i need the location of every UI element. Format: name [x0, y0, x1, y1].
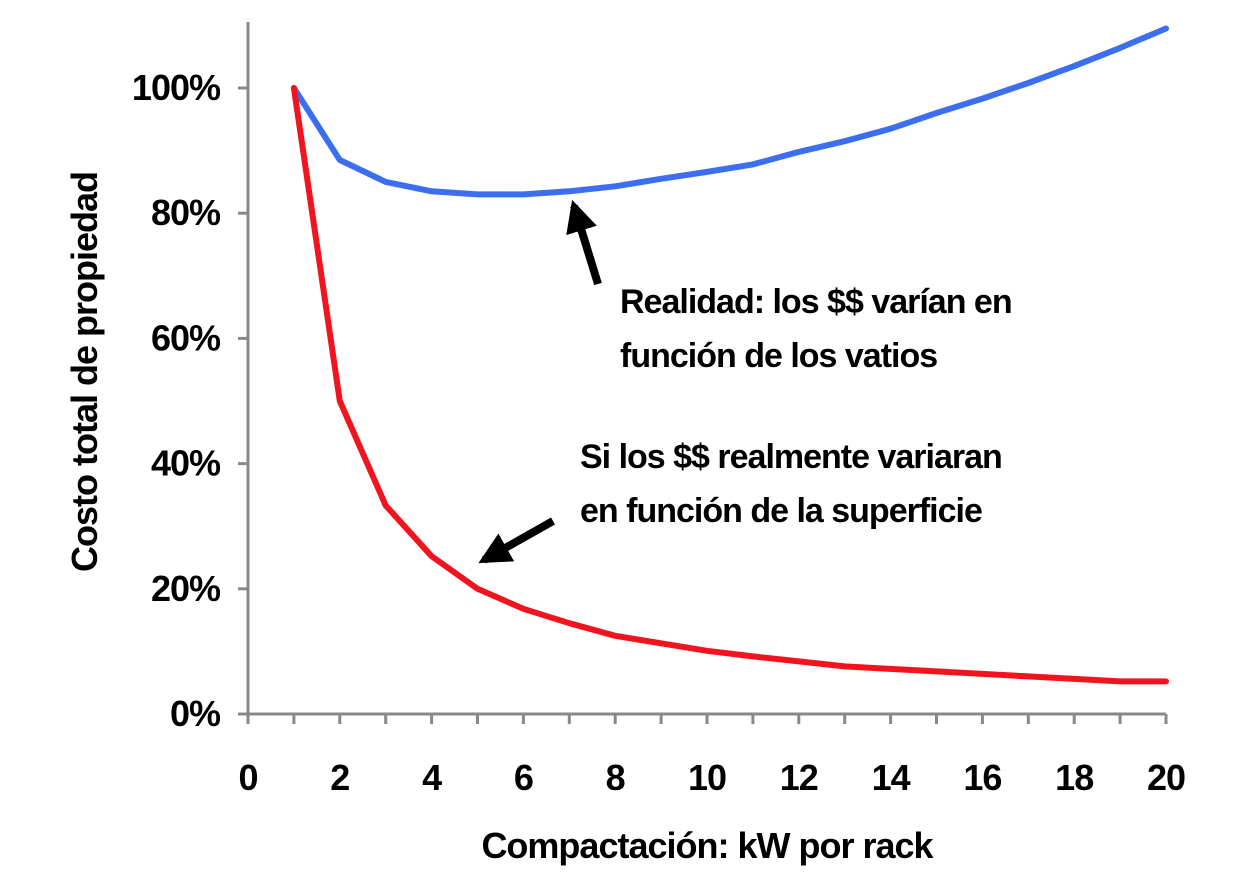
x-tick-label: 12: [780, 757, 818, 798]
y-tick-label: 100%: [132, 67, 221, 108]
y-axis-title: Costo total de propiedad: [64, 172, 105, 572]
y-tick-label: 80%: [151, 192, 221, 233]
y-axis-ticks: 0% 20% 40% 60% 80% 100%: [132, 67, 248, 734]
axes: 0% 20% 40% 60% 80% 100% 0 2 4 6 8 10 12 14 16 18 20: [132, 22, 1186, 798]
x-tick-label: 10: [688, 757, 726, 798]
annotation-realidad-line-2: función de los vatios: [620, 337, 937, 375]
annotation-superficie: Si los $$ realmente variaran en función …: [478, 438, 1003, 564]
x-tick-label: 2: [330, 757, 349, 798]
x-tick-label: 0: [238, 757, 257, 798]
x-tick-label: 6: [514, 757, 533, 798]
x-axis-title: Compactación: kW por rack: [481, 825, 934, 866]
y-tick-label: 0%: [170, 693, 221, 734]
x-tick-label: 16: [963, 757, 1001, 798]
series-line-realidad: [290, 25, 1169, 198]
y-tick-label: 60%: [151, 317, 221, 358]
x-tick-label: 4: [422, 757, 442, 798]
annotation-superficie-line-1: Si los $$ realmente variaran: [580, 438, 1002, 476]
y-tick-label: 40%: [151, 443, 221, 484]
x-tick-label: 20: [1147, 757, 1185, 798]
annotation-realidad: Realidad: los $$ varían en función de lo…: [566, 199, 1013, 375]
annotation-superficie-arrow: [478, 517, 555, 564]
series-layer: [290, 25, 1169, 685]
series-line-superficie: [290, 85, 1169, 685]
annotation-realidad-line-1: Realidad: los $$ varían en: [620, 283, 1012, 321]
x-axis-ticks: 0 2 4 6 8 10 12 14 16 18 20: [238, 714, 1186, 798]
x-tick-label: 8: [606, 757, 625, 798]
annotation-superficie-line-2: en función de la superficie: [580, 492, 982, 530]
x-tick-label: 18: [1055, 757, 1093, 798]
x-tick-label: 14: [872, 757, 911, 798]
annotation-realidad-arrow: [566, 199, 602, 286]
y-tick-label: 20%: [151, 568, 221, 609]
